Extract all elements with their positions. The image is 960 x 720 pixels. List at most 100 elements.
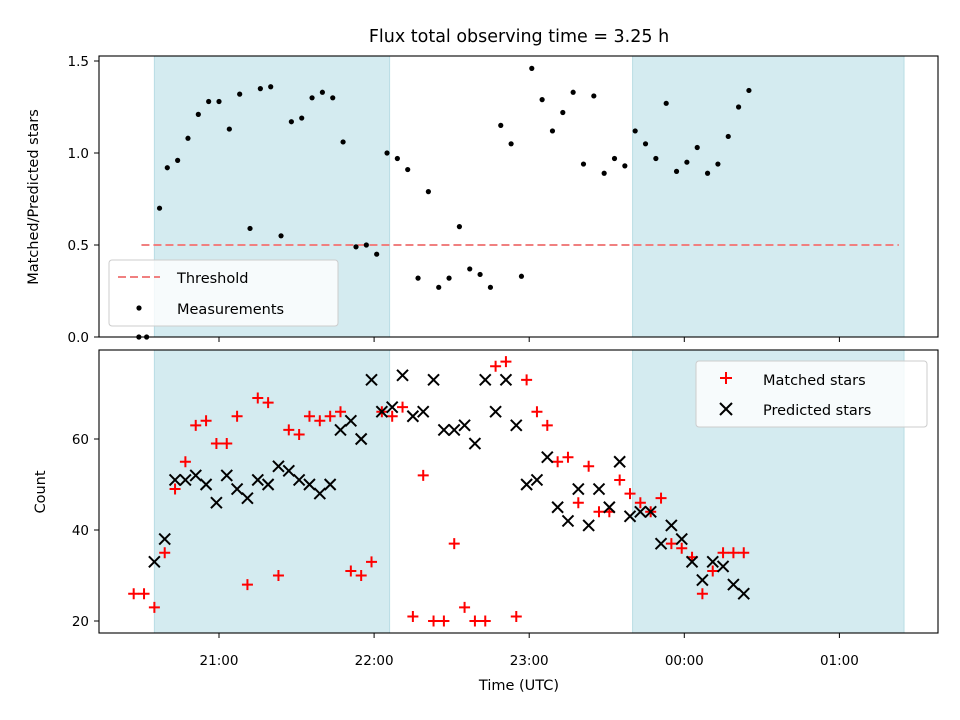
matched-star-point bbox=[727, 547, 739, 559]
matched-star-point bbox=[479, 615, 491, 627]
matched-star-point bbox=[190, 419, 202, 431]
predicted-star-point bbox=[334, 423, 347, 437]
measurement-point bbox=[715, 161, 721, 167]
predicted-star-point bbox=[179, 473, 192, 487]
predicted-star-point bbox=[354, 432, 368, 446]
matched-star-point bbox=[397, 401, 409, 413]
measurement-point bbox=[622, 163, 628, 169]
predicted-star-point bbox=[261, 478, 275, 491]
predicted-star-point bbox=[220, 469, 233, 482]
matched-star-point bbox=[221, 438, 233, 450]
matched-star-point bbox=[593, 506, 605, 518]
measurement-point bbox=[156, 205, 163, 211]
predicted-star-point bbox=[665, 519, 678, 532]
matched-star-point bbox=[272, 570, 284, 581]
matched-star-point bbox=[241, 579, 253, 591]
matched-star-point bbox=[345, 565, 357, 577]
matched-star-point bbox=[438, 615, 450, 627]
predicted-star-point bbox=[582, 519, 595, 532]
bottom-legend-frame bbox=[695, 360, 928, 428]
matched-star-point bbox=[583, 460, 595, 472]
measurement-point bbox=[601, 170, 607, 176]
predicted-star-point bbox=[541, 450, 554, 464]
measurement-point bbox=[518, 273, 525, 279]
measurement-point bbox=[487, 284, 494, 290]
x-tick-label: 01:00 bbox=[820, 653, 859, 669]
bottom-panel-points bbox=[128, 356, 750, 627]
predicted-star-point bbox=[303, 478, 316, 491]
matched-star-point bbox=[624, 488, 636, 500]
predicted-star-point bbox=[385, 400, 399, 414]
predicted-star-point bbox=[365, 373, 378, 387]
top-panel-legend: Threshold Measurements bbox=[108, 259, 339, 327]
matched-star-point bbox=[324, 410, 336, 422]
matched-star-point bbox=[717, 547, 729, 559]
top-y-tick-label: 1.0 bbox=[68, 146, 89, 162]
measurement-point bbox=[725, 133, 731, 140]
measurement-point bbox=[247, 225, 253, 232]
top-panel-frame bbox=[98, 55, 939, 338]
predicted-star-point bbox=[272, 460, 285, 473]
matched-star-point bbox=[500, 356, 512, 368]
predicted-star-point bbox=[396, 369, 409, 382]
measurement-point bbox=[508, 141, 514, 147]
matched-star-point bbox=[314, 415, 326, 427]
measurement-point bbox=[288, 119, 294, 125]
bottom-y-tick-label: 20 bbox=[72, 614, 89, 630]
measurement-point bbox=[330, 95, 336, 101]
predicted-star-point bbox=[437, 423, 451, 437]
predicted-star-point bbox=[685, 555, 699, 569]
matched-star-point bbox=[417, 469, 429, 481]
matched-star-point bbox=[231, 410, 243, 422]
predicted-star-point bbox=[230, 482, 244, 496]
x-tick-label: 22:00 bbox=[355, 653, 394, 669]
measurement-point bbox=[477, 271, 483, 278]
measurement-point bbox=[436, 284, 442, 290]
matched-star-point bbox=[572, 497, 584, 509]
predicted-star-point bbox=[551, 501, 564, 514]
bottom-y-tick-label: 60 bbox=[72, 432, 89, 448]
matched-star-point bbox=[665, 538, 677, 550]
matched-star-point bbox=[676, 542, 688, 554]
matched-star-point bbox=[531, 406, 543, 418]
top-y-tick-label: 0.5 bbox=[68, 238, 89, 254]
measurement-point bbox=[278, 233, 284, 239]
measurement-point bbox=[467, 266, 473, 272]
predicted-star-point bbox=[675, 532, 688, 546]
legend-predicted-label: Predicted stars bbox=[763, 403, 871, 419]
predicted-star-point bbox=[158, 532, 171, 546]
predicted-star-point bbox=[561, 514, 575, 528]
predicted-star-point bbox=[489, 405, 502, 418]
predicted-star-point bbox=[510, 419, 523, 432]
measurement-point bbox=[319, 89, 325, 95]
chart-title: Flux total observing time = 3.25 h bbox=[369, 27, 669, 47]
matched-star-point bbox=[148, 601, 160, 613]
predicted-star-point bbox=[634, 505, 647, 519]
predicted-star-point bbox=[716, 560, 730, 573]
x-axis-label: Time (UTC) bbox=[478, 678, 559, 694]
measurement-point bbox=[374, 251, 380, 257]
predicted-star-point bbox=[737, 587, 750, 600]
legend-matched-marker bbox=[720, 372, 732, 384]
matched-star-point bbox=[386, 410, 398, 422]
measurement-point bbox=[653, 155, 659, 162]
measurement-point bbox=[394, 155, 400, 162]
x-tick-label: 23:00 bbox=[510, 653, 549, 669]
measurement-point bbox=[642, 141, 649, 147]
matched-star-point bbox=[490, 360, 502, 372]
measurement-point bbox=[164, 165, 170, 171]
measurement-point bbox=[529, 65, 535, 71]
predicted-star-point bbox=[623, 510, 637, 523]
predicted-star-point bbox=[479, 373, 492, 387]
measurement-point bbox=[353, 244, 359, 250]
measurement-point bbox=[663, 100, 669, 106]
matched-star-point bbox=[159, 547, 171, 559]
predicted-star-point bbox=[427, 373, 440, 387]
legend-matched-label: Matched stars bbox=[763, 373, 866, 389]
matched-star-point bbox=[448, 538, 460, 550]
top-panel-ylabel: Matched/Predicted stars bbox=[26, 109, 42, 285]
measurement-point bbox=[299, 115, 305, 121]
predicted-star-point bbox=[189, 469, 202, 482]
matched-star-point bbox=[128, 588, 140, 600]
predicted-star-point bbox=[706, 555, 719, 569]
